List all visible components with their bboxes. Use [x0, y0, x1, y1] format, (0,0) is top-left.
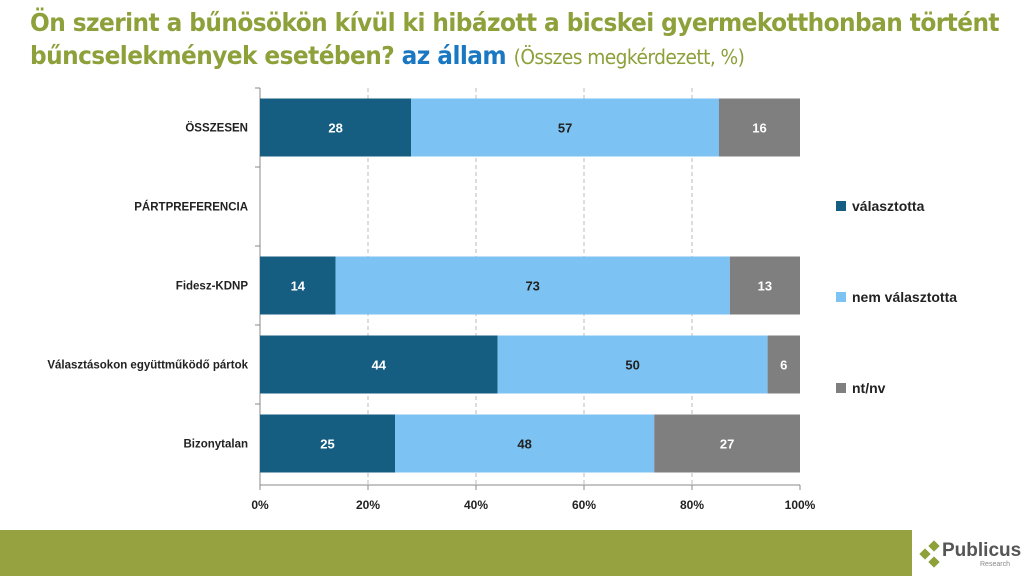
- bar-segment: [654, 414, 800, 473]
- x-tick-label: 40%: [464, 498, 488, 512]
- legend-label: nem választotta: [852, 289, 957, 305]
- category-label: ÖSSZESEN: [185, 122, 248, 135]
- x-tick-label: 0%: [251, 498, 269, 512]
- publicus-logo: Publicus Research: [918, 536, 1024, 576]
- category-label: Választásokon együttműködő pártok: [47, 360, 248, 372]
- data-label: 25: [320, 437, 334, 452]
- legend-swatch: [836, 201, 846, 211]
- category-label: Bizonytalan: [183, 439, 248, 451]
- x-tick-label: 80%: [680, 498, 704, 512]
- data-label: 44: [372, 358, 387, 373]
- data-label: 14: [291, 279, 306, 294]
- title-highlight: az állam: [401, 41, 507, 70]
- bar-chart: 0% 20% 40% 60% 80% 100% ÖSSZESEN 28 57 16 PÁRTPREF…: [47, 87, 957, 512]
- bar-segment: [260, 414, 395, 473]
- footer-bar: [0, 530, 912, 576]
- title-line1: Ön szerint a bűnösökön kívül ki hibázott…: [30, 8, 1000, 37]
- data-label: 48: [517, 437, 531, 452]
- x-tick-label: 100%: [785, 498, 816, 512]
- bar-segment: [335, 256, 730, 315]
- logo-tagline: Research: [980, 561, 1010, 568]
- bar-segment: [719, 98, 800, 157]
- logo-diamonds-icon: [919, 540, 940, 568]
- bar-segment: [767, 335, 800, 394]
- legend-swatch: [836, 292, 846, 302]
- data-label: 13: [758, 279, 772, 294]
- data-label: 28: [328, 121, 342, 136]
- x-tick-label: 60%: [572, 498, 596, 512]
- legend-label: nt/nv: [852, 380, 886, 396]
- bar-segment: [395, 414, 655, 473]
- bar-segment: [497, 335, 768, 394]
- x-tick-label: 20%: [356, 498, 380, 512]
- bar-segment: [729, 256, 800, 315]
- data-label: 50: [625, 358, 639, 373]
- data-label: 16: [752, 121, 766, 136]
- data-label: 73: [525, 279, 539, 294]
- bar-segment: [260, 256, 336, 315]
- category-label: Fidesz-KDNP: [176, 281, 249, 293]
- bar-segment: [260, 335, 498, 394]
- bar-segment: [260, 98, 412, 157]
- legend-swatch: [836, 383, 846, 393]
- title-subtitle: (Összes megkérdezett, %): [513, 45, 745, 69]
- data-label: 6: [780, 358, 787, 373]
- bar-segment: [411, 98, 719, 157]
- title-line2: bűncselekmények esetében?: [30, 41, 395, 70]
- category-label: PÁRTPREFERENCIA: [134, 201, 248, 214]
- data-label: 27: [720, 437, 734, 452]
- chart-title: Ön szerint a bűnösökön kívül ki hibázott…: [30, 6, 1000, 74]
- legend-label: választotta: [852, 198, 925, 214]
- data-label: 57: [558, 121, 572, 136]
- logo-name: Publicus: [942, 540, 1022, 561]
